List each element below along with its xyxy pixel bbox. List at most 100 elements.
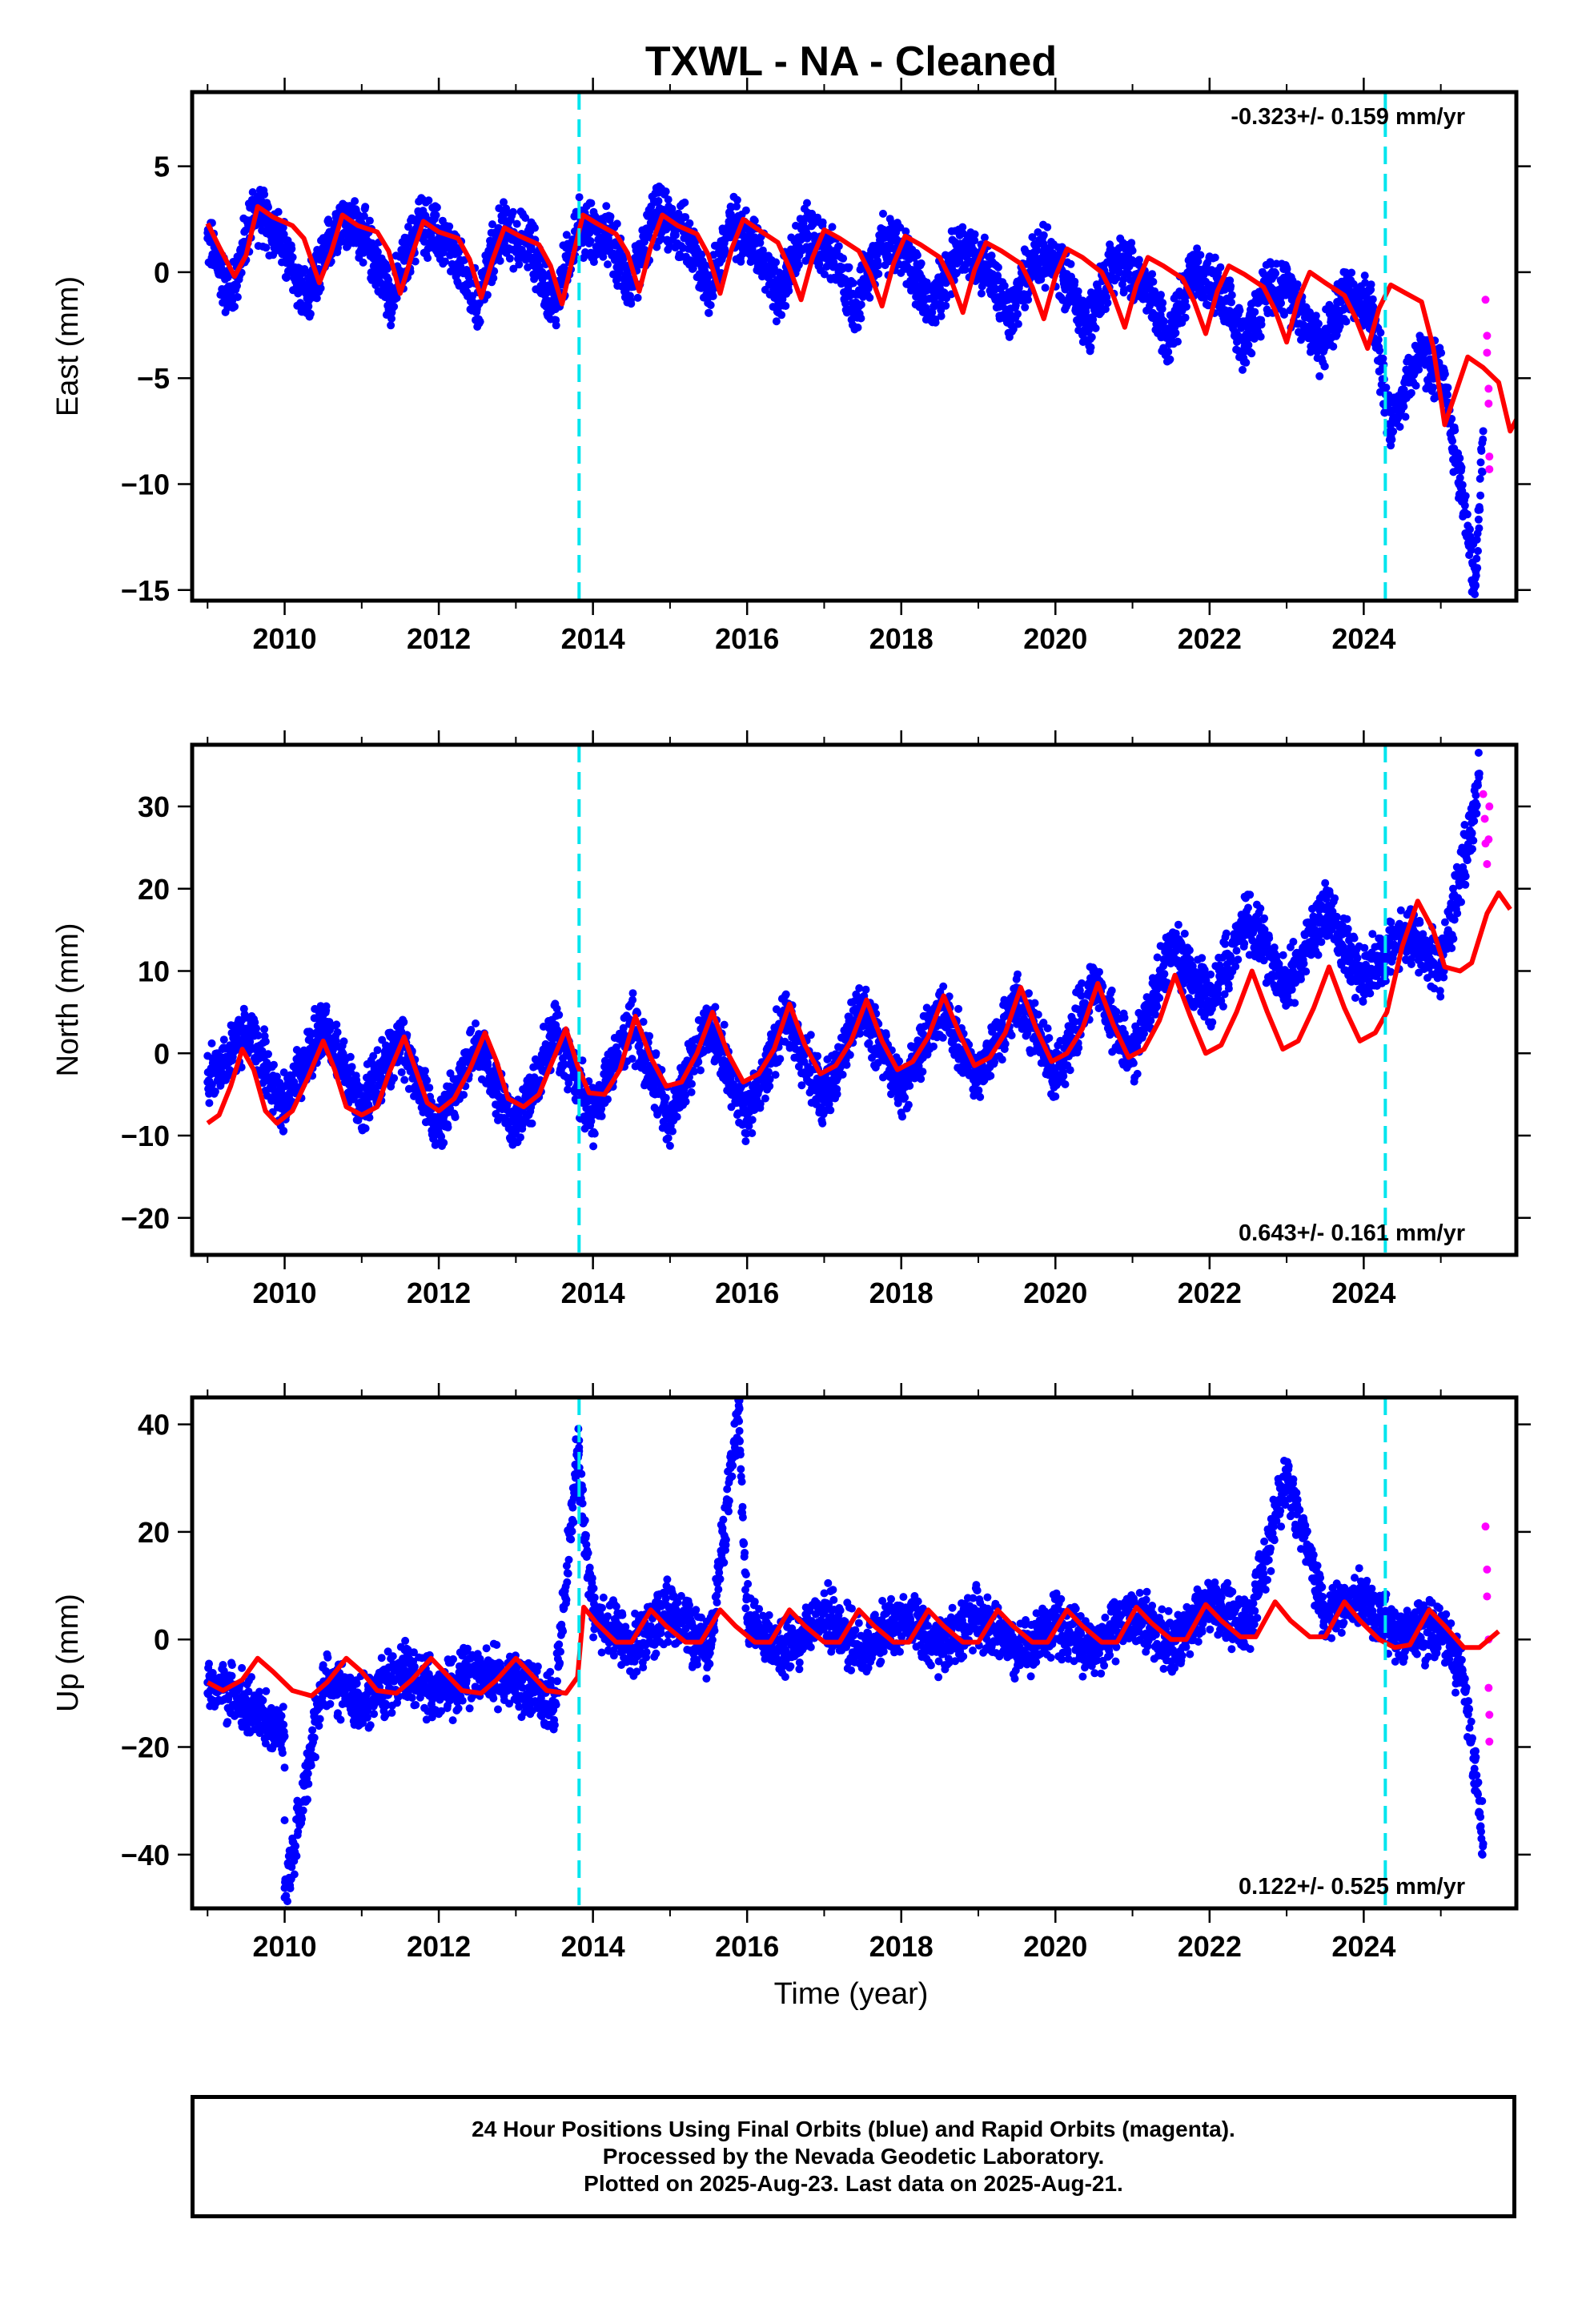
final-orbit-point	[970, 236, 979, 245]
final-orbit-point	[586, 237, 595, 245]
final-orbit-point	[697, 250, 706, 259]
final-orbit-point	[432, 203, 441, 211]
final-orbit-point	[619, 255, 628, 264]
final-orbit-point	[251, 1018, 259, 1027]
final-orbit-point	[1216, 263, 1225, 271]
final-orbit-point	[260, 190, 269, 199]
final-orbit-point	[444, 1123, 452, 1132]
final-orbit-point	[921, 304, 930, 312]
final-orbit-point	[758, 247, 767, 255]
final-orbit-point	[756, 239, 765, 247]
final-orbit-point	[1429, 383, 1437, 392]
final-orbit-point	[982, 261, 990, 270]
final-orbit-point	[1247, 349, 1256, 358]
final-orbit-point	[1474, 547, 1482, 555]
final-orbit-point	[1476, 474, 1484, 483]
final-orbit-point	[1466, 525, 1474, 533]
final-orbit-point	[1148, 270, 1157, 279]
final-orbit-point	[689, 264, 697, 273]
x-tick-label: 2016	[715, 622, 779, 655]
final-orbit-point	[845, 263, 853, 271]
x-tick-label: 2010	[252, 622, 316, 655]
final-orbit-point	[1005, 315, 1014, 324]
x-tick-label: 2020	[1023, 622, 1087, 655]
final-orbit-point	[1158, 299, 1167, 308]
final-orbit-point	[1367, 280, 1375, 289]
final-orbit-points	[203, 749, 1484, 1151]
final-orbit-point	[521, 214, 530, 223]
final-orbit-point	[1367, 306, 1376, 315]
final-orbit-point	[994, 263, 1002, 271]
final-orbit-point	[1239, 365, 1247, 374]
final-orbit-point	[1103, 299, 1112, 308]
final-orbit-point	[373, 1046, 382, 1055]
final-orbit-point	[853, 324, 862, 332]
final-orbit-point	[1000, 281, 1009, 290]
rapid-orbit-point	[1483, 348, 1492, 357]
final-orbit-point	[1041, 283, 1050, 292]
final-orbit-point	[489, 274, 498, 283]
y-axis-label: East (mm)	[51, 276, 85, 416]
final-orbit-point	[794, 260, 803, 269]
final-orbit-point	[1476, 505, 1484, 514]
final-orbit-point	[733, 202, 741, 211]
final-orbit-point	[1028, 233, 1037, 242]
x-tick-label: 2020	[1023, 1277, 1087, 1309]
final-orbit-point	[1474, 515, 1483, 524]
final-orbit-point	[1387, 441, 1395, 450]
final-orbit-point	[322, 1002, 331, 1011]
final-orbit-point	[207, 1039, 216, 1047]
final-orbit-point	[1280, 310, 1288, 319]
final-orbit-point	[1457, 463, 1466, 472]
final-orbit-point	[1157, 291, 1165, 300]
final-orbit-point	[339, 1037, 348, 1046]
final-orbit-point	[1257, 320, 1266, 329]
final-orbit-point	[1467, 545, 1476, 554]
final-orbit-point	[589, 258, 598, 267]
final-orbit-point	[1181, 313, 1190, 322]
final-orbit-point	[1087, 333, 1096, 341]
final-orbit-point	[261, 1037, 270, 1046]
x-tick-label: 2012	[407, 1277, 471, 1309]
final-orbit-point	[1460, 497, 1468, 505]
final-orbit-point	[879, 209, 887, 218]
final-orbit-point	[709, 292, 717, 300]
final-orbit-point	[654, 197, 663, 205]
final-orbit-point	[1074, 287, 1082, 296]
y-tick-label: −10	[121, 468, 170, 501]
final-orbit-point	[552, 321, 560, 330]
final-orbit-point	[1227, 291, 1236, 300]
final-orbit-point	[1387, 435, 1396, 444]
x-tick-label: 2014	[561, 622, 625, 655]
final-orbit-point	[750, 216, 759, 225]
final-orbit-point	[1379, 354, 1387, 363]
plot-area	[203, 92, 1516, 601]
final-orbit-point	[987, 251, 996, 260]
final-orbit-point	[737, 257, 745, 266]
final-orbit-point	[316, 283, 325, 292]
final-orbit-point	[604, 234, 612, 243]
final-orbit-point	[834, 242, 843, 251]
final-orbit-point	[233, 281, 241, 290]
final-orbit-point	[818, 218, 827, 227]
final-orbit-point	[1162, 329, 1171, 338]
final-orbit-point	[351, 197, 359, 206]
final-orbit-point	[424, 196, 433, 205]
x-tick-label: 2012	[407, 622, 471, 655]
final-orbit-point	[390, 1074, 399, 1083]
final-orbit-point	[705, 285, 713, 294]
final-orbit-point	[424, 254, 432, 263]
final-orbit-point	[701, 261, 709, 270]
final-orbit-point	[1034, 228, 1042, 236]
final-orbit-point	[1477, 447, 1486, 455]
final-orbit-point	[361, 203, 370, 211]
final-orbit-point	[815, 259, 824, 268]
rapid-orbit-point	[1484, 384, 1493, 393]
final-orbit-point	[550, 302, 559, 311]
final-orbit-point	[274, 207, 283, 216]
final-orbit-point	[262, 243, 271, 252]
final-orbit-point	[857, 314, 865, 323]
final-orbit-point	[1407, 388, 1415, 397]
final-orbit-point	[227, 293, 235, 302]
final-orbit-point	[400, 1076, 409, 1084]
